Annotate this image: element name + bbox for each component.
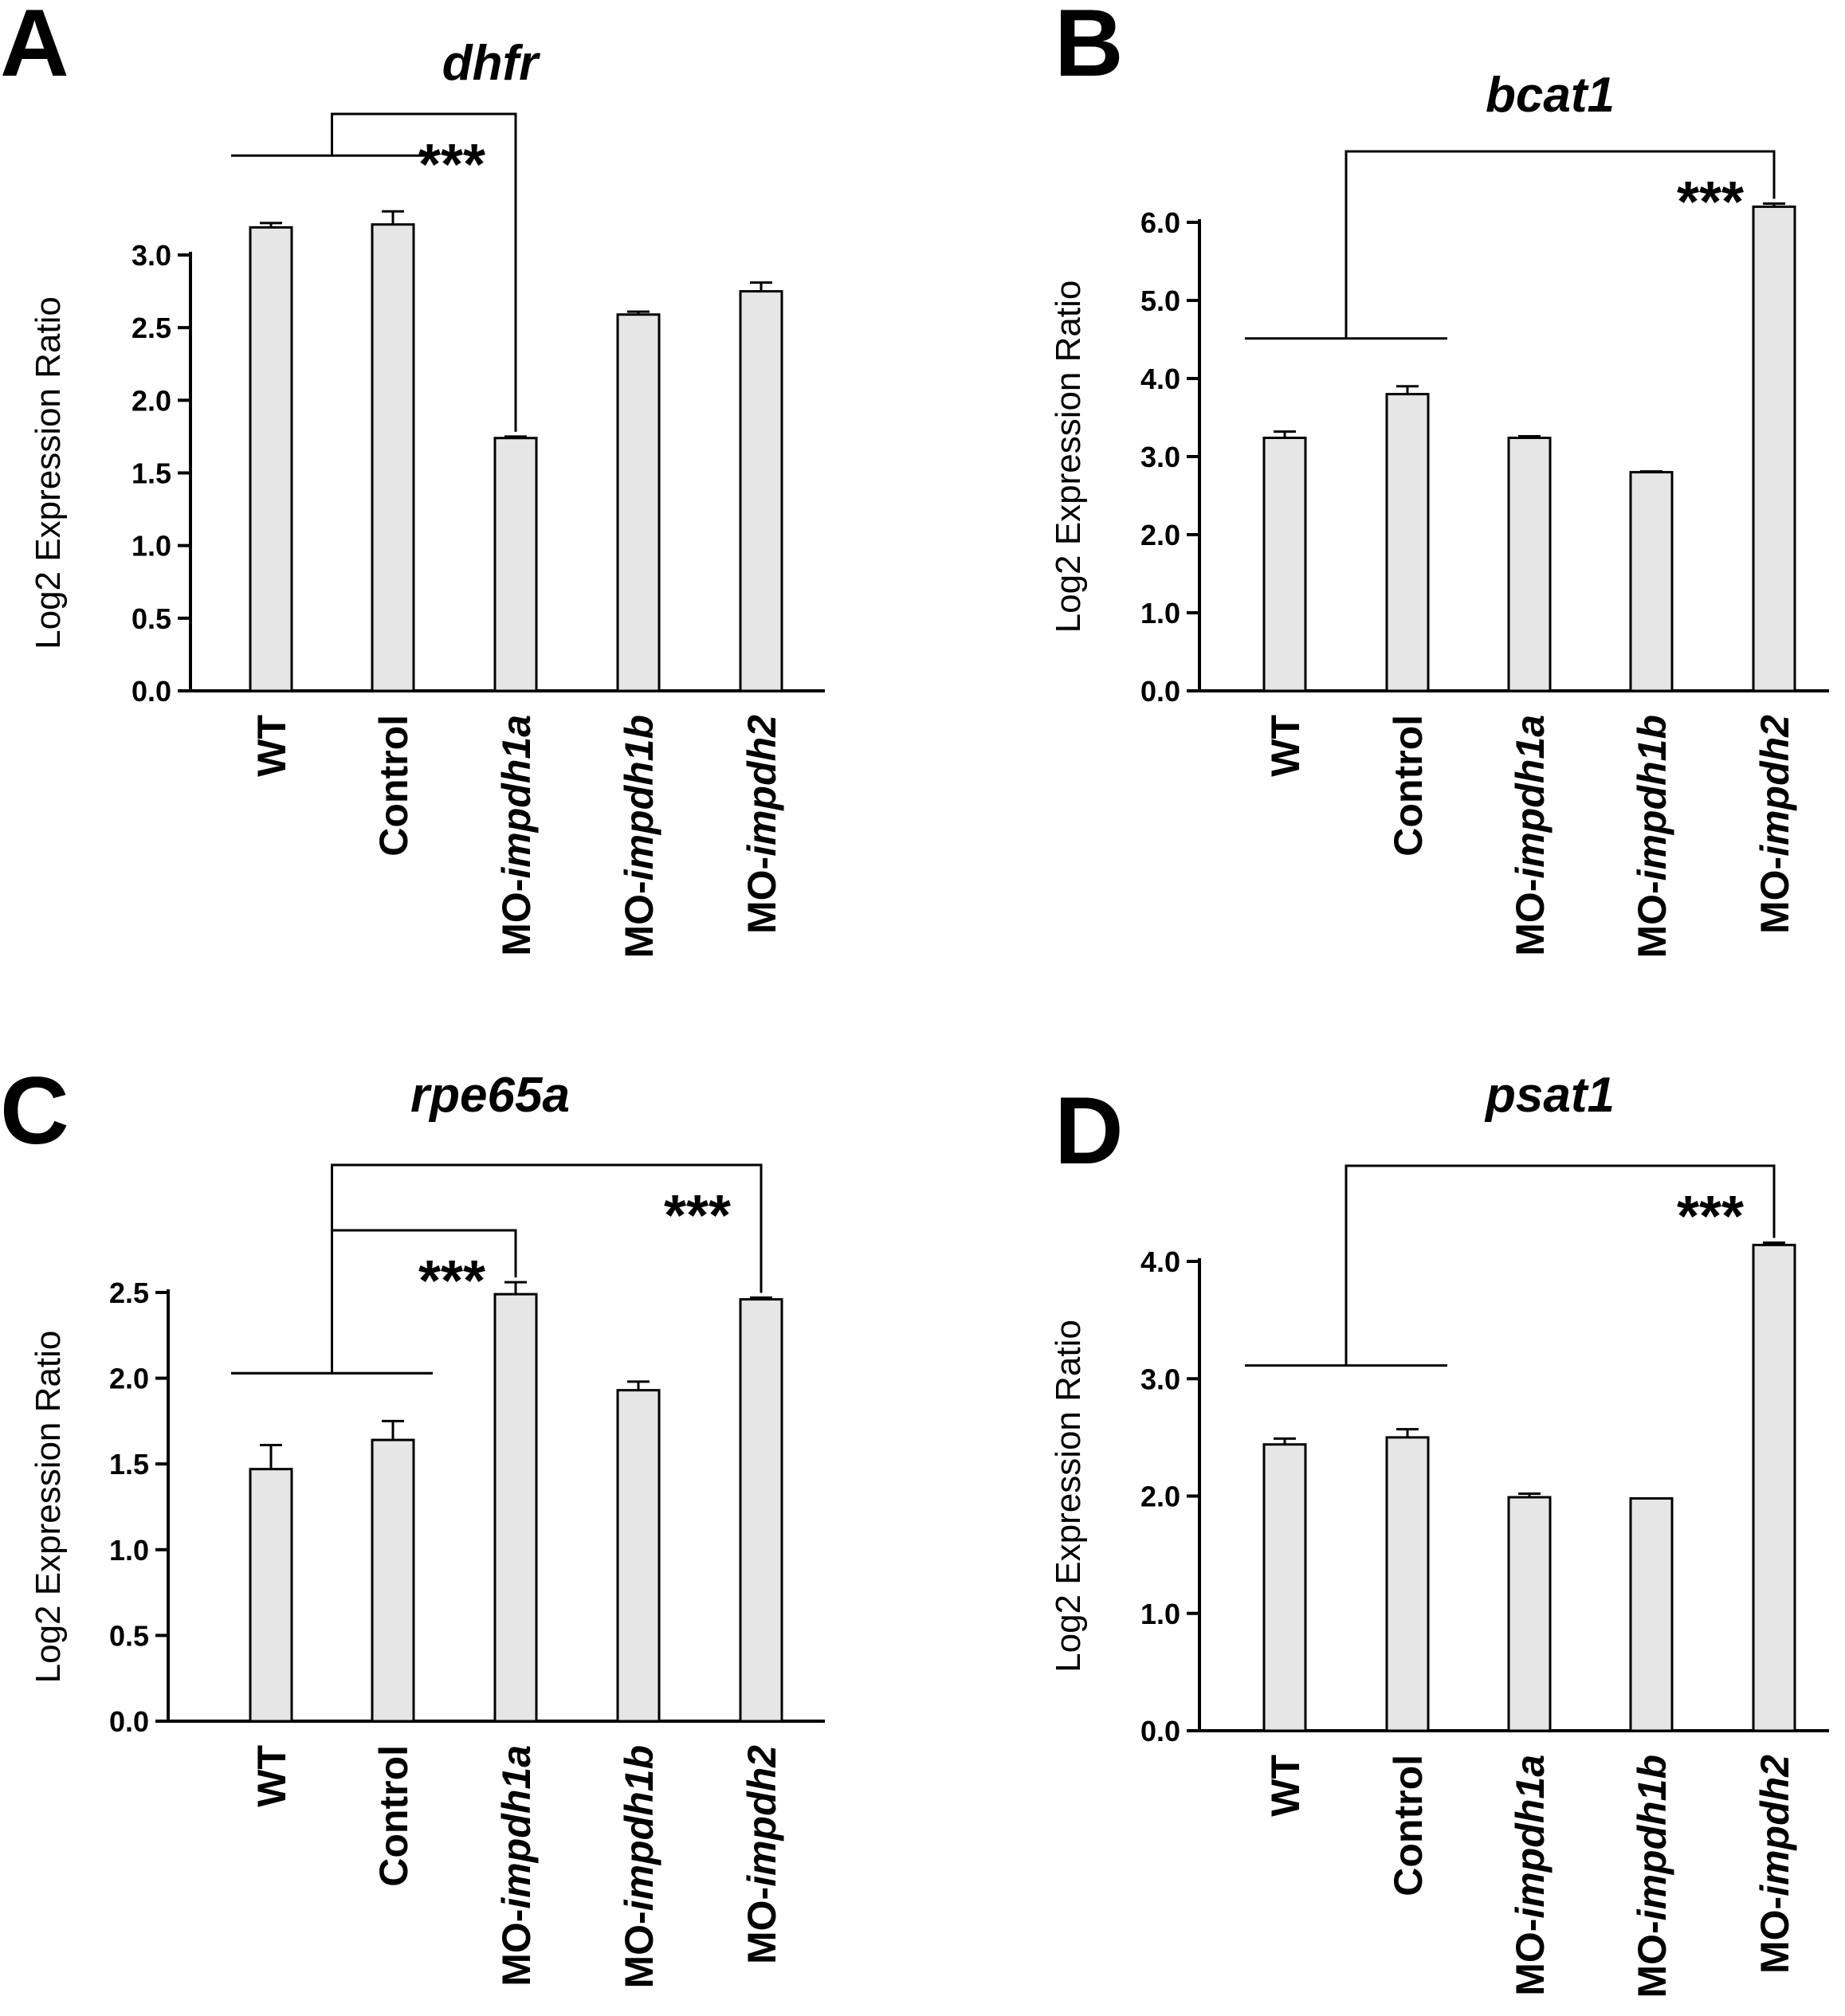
chart-title: rpe65a bbox=[410, 1068, 570, 1123]
y-tick-label: 0.5 bbox=[109, 1619, 149, 1652]
y-tick-label: 2.0 bbox=[132, 384, 171, 417]
y-tick-label: 2.0 bbox=[1140, 519, 1180, 551]
y-tick-label: 1.0 bbox=[132, 530, 171, 563]
category-label: MO-impdh1a bbox=[1508, 1755, 1553, 1996]
y-tick-label: 0.0 bbox=[1140, 1715, 1180, 1747]
category-label: WT bbox=[249, 715, 294, 777]
y-axis-label: Log2 Expression Ratio bbox=[1049, 280, 1088, 633]
y-axis-label: Log2 Expression Ratio bbox=[1049, 1320, 1088, 1673]
y-tick-label: 3.0 bbox=[132, 239, 171, 272]
significance-marker: *** bbox=[418, 1249, 485, 1313]
category-label: MO-impdh1b bbox=[617, 1745, 661, 1989]
significance-bracket bbox=[331, 1163, 763, 1374]
category-label: MO-impdh2 bbox=[1753, 715, 1797, 934]
y-axis-label: Log2 Expression Ratio bbox=[29, 1331, 68, 1684]
bar bbox=[1507, 436, 1552, 692]
category-label: MO-impdh1a bbox=[494, 1745, 539, 1987]
y-tick-label: 1.5 bbox=[132, 457, 171, 490]
y-tick-label: 6.0 bbox=[1140, 206, 1180, 239]
category-label: MO-impdh1b bbox=[617, 715, 661, 959]
panel-letter: B bbox=[1054, 0, 1124, 96]
bar bbox=[371, 223, 415, 692]
bar bbox=[1262, 436, 1307, 692]
bar bbox=[1385, 1436, 1430, 1732]
category-label: MO-impdh1b bbox=[1630, 715, 1674, 959]
bar bbox=[493, 437, 538, 692]
y-tick-label: 3.0 bbox=[1140, 441, 1180, 473]
category-label: MO-impdh1a bbox=[1508, 715, 1553, 956]
y-axis-label: Log2 Expression Ratio bbox=[29, 296, 68, 649]
y-tick-label: 2.5 bbox=[132, 312, 171, 344]
y-tick-label: 3.0 bbox=[1140, 1363, 1180, 1395]
y-tick-label: 1.0 bbox=[1140, 597, 1180, 630]
category-label: MO-impdh2 bbox=[740, 715, 784, 934]
y-tick-label: 4.0 bbox=[1140, 363, 1180, 395]
bar bbox=[1629, 1496, 1674, 1732]
category-label: MO-impdh2 bbox=[1753, 1755, 1797, 1974]
category-label: WT bbox=[249, 1745, 294, 1807]
bar bbox=[249, 1468, 293, 1723]
significance-marker: *** bbox=[664, 1184, 731, 1248]
chart-title: dhfr bbox=[442, 36, 540, 91]
panel-letter: A bbox=[0, 0, 69, 96]
significance-bracket bbox=[1344, 150, 1776, 339]
bar bbox=[1262, 1443, 1307, 1732]
significance-marker: *** bbox=[418, 133, 485, 197]
bar bbox=[249, 226, 293, 692]
category-label: Control bbox=[371, 1745, 416, 1887]
bar bbox=[1507, 1496, 1552, 1732]
y-tick-label: 0.0 bbox=[132, 675, 171, 708]
y-tick-label: 5.0 bbox=[1140, 284, 1180, 317]
bar bbox=[493, 1292, 538, 1723]
category-label: Control bbox=[1386, 1755, 1431, 1896]
significance-bracket bbox=[1344, 1164, 1776, 1366]
category-label: MO-impdh1b bbox=[1630, 1755, 1674, 1998]
y-tick-label: 0.0 bbox=[109, 1705, 149, 1738]
category-label: WT bbox=[1263, 715, 1308, 777]
chart-title: psat1 bbox=[1484, 1068, 1615, 1123]
y-tick-label: 1.0 bbox=[1140, 1598, 1180, 1630]
category-label: Control bbox=[1386, 715, 1431, 857]
y-tick-label: 2.5 bbox=[109, 1277, 149, 1309]
y-tick-label: 2.0 bbox=[1140, 1481, 1180, 1513]
bar bbox=[1752, 1243, 1796, 1732]
bar bbox=[1385, 393, 1430, 692]
significance-bracket bbox=[331, 112, 517, 432]
category-label: MO-impdh1a bbox=[494, 715, 539, 956]
bar bbox=[1629, 471, 1674, 692]
y-tick-label: 1.0 bbox=[109, 1534, 149, 1567]
panel-letter: C bbox=[0, 1057, 69, 1164]
bar bbox=[371, 1438, 415, 1723]
bar bbox=[739, 290, 783, 692]
bar bbox=[616, 1389, 661, 1723]
panel-letter: D bbox=[1054, 1077, 1124, 1184]
significance-marker: *** bbox=[1677, 1185, 1744, 1249]
significance-marker: *** bbox=[1677, 171, 1744, 234]
category-label: Control bbox=[371, 715, 416, 857]
bar bbox=[1752, 205, 1796, 692]
y-tick-label: 2.0 bbox=[109, 1363, 149, 1395]
y-tick-label: 1.5 bbox=[109, 1448, 149, 1481]
bar bbox=[616, 313, 661, 692]
category-label: WT bbox=[1263, 1755, 1308, 1817]
y-tick-label: 4.0 bbox=[1140, 1245, 1180, 1278]
y-tick-label: 0.5 bbox=[132, 602, 171, 635]
y-tick-label: 0.0 bbox=[1140, 675, 1180, 708]
chart-title: bcat1 bbox=[1486, 68, 1615, 123]
bar bbox=[739, 1298, 783, 1723]
category-label: MO-impdh2 bbox=[740, 1745, 784, 1964]
